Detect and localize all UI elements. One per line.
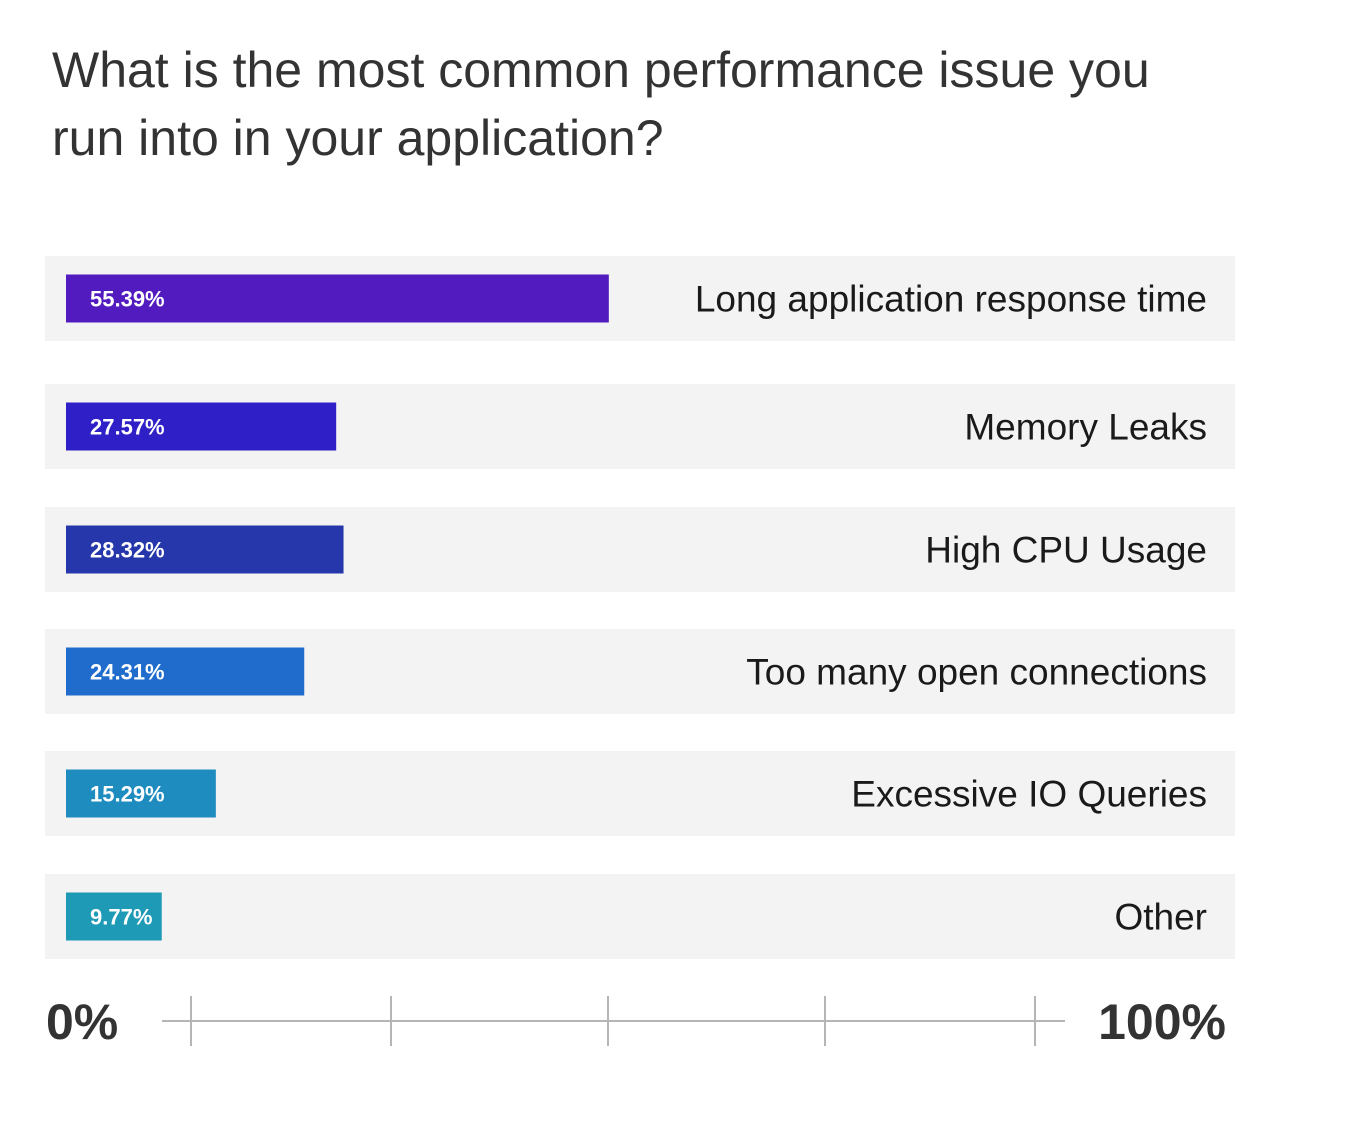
category-label: Too many open connections [746,652,1207,693]
bar-value-label: 24.31% [90,660,165,685]
bar-value-label: 28.32% [90,538,165,563]
bar [66,647,305,696]
bar-value-label: 55.39% [90,287,165,312]
category-label: Other [1114,897,1207,938]
axis-max-label: 100% [1098,994,1226,1050]
bar [66,892,162,941]
bar-row: 55.39% Long application response time [45,256,1235,341]
bar-row: 27.57% Memory Leaks [45,384,1235,469]
bar-row: 28.32% High CPU Usage [45,507,1235,592]
bar-value-label: 15.29% [90,782,165,807]
bar-row-background [45,751,1235,836]
category-label: Excessive IO Queries [851,774,1207,815]
bar-value-label: 27.57% [90,415,165,440]
bar-value-label: 9.77% [90,905,152,930]
axis-min-label: 0% [46,994,118,1050]
bar [66,274,609,323]
bar [66,769,216,818]
chart-title: What is the most common performance issu… [52,42,1150,166]
bar [66,402,337,451]
chart-rows: 55.39% Long application response time 27.5… [45,256,1235,959]
category-label: Memory Leaks [964,407,1207,448]
bar-row: 24.31% Too many open connections [45,629,1235,714]
bar-row: 15.29% Excessive IO Queries [45,751,1235,836]
chart-axis: 0% 100% [46,994,1226,1050]
category-label: Long application response time [695,279,1207,320]
bar-row-background [45,874,1235,959]
bar-row: 9.77% Other [45,874,1235,959]
category-label: High CPU Usage [925,530,1207,571]
bar [66,525,344,574]
